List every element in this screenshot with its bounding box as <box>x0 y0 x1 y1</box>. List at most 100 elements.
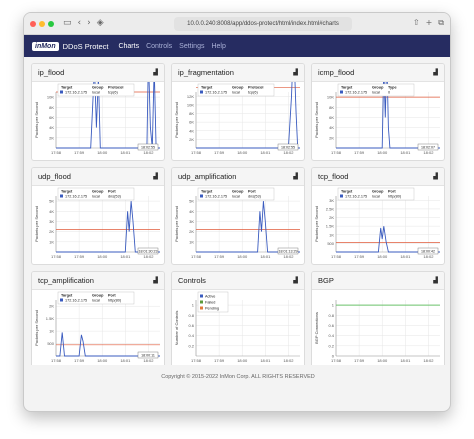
x-tick-label: 18:02 <box>423 150 434 155</box>
legend-header-group: Group <box>232 86 244 90</box>
panel-title: icmp_flood <box>318 68 355 77</box>
y-tick-label: 4K <box>329 125 334 130</box>
y-axis-label: Packets per Second <box>314 206 319 242</box>
panel-icmp-flood: icmp_flood ▟ 2K 4K 6K 8K 10K 17:58 17:59 18:00 18… <box>311 63 445 161</box>
tabs-icon[interactable]: ⧉ <box>438 18 444 27</box>
legend-extra-value: http(80) <box>108 299 122 303</box>
legend-swatch <box>340 194 343 198</box>
y-tick-label: 4K <box>189 209 194 214</box>
time-tooltip-box <box>137 351 159 359</box>
inmon-logo[interactable]: inMon <box>32 41 59 51</box>
signal-icon[interactable]: ▟ <box>433 173 438 180</box>
y-tick-label: 1 <box>192 303 195 308</box>
signal-icon[interactable]: ▟ <box>153 277 158 284</box>
y-tick-label: 4K <box>49 209 54 214</box>
y-tick-label: 6K <box>49 115 54 120</box>
y-tick-label: 3K <box>49 219 54 224</box>
time-tooltip-box <box>417 143 439 151</box>
sidebar-icon[interactable]: ▭ <box>63 18 72 28</box>
signal-icon[interactable]: ▟ <box>433 69 438 76</box>
share-icon[interactable]: ⇧ <box>412 18 420 27</box>
y-tick-label: 3K <box>329 198 334 203</box>
back-icon[interactable]: ‹ <box>77 18 82 28</box>
legend-header-extra: Port <box>388 190 396 194</box>
legend-target-value: 172.16.2.175 <box>65 91 87 95</box>
x-tick-label: 18:00 <box>237 254 248 259</box>
nav-controls[interactable]: Controls <box>146 42 173 50</box>
legend-header-extra: Port <box>108 190 116 194</box>
address-bar[interactable]: 10.0.0.240:8008/app/ddos-protect/html/in… <box>174 17 352 31</box>
legend-box <box>337 187 415 201</box>
panel-tcp-amplification: tcp_amplification ▟ 500 1K 1.5K 2K 17:58 17:59… <box>31 271 165 369</box>
legend-target-value: 172.16.2.175 <box>65 299 87 303</box>
signal-icon[interactable]: ▟ <box>293 69 298 76</box>
y-tick-label: 2K <box>49 135 54 140</box>
y-tick-label: 8K <box>329 105 334 110</box>
time-tooltip-box <box>137 143 159 151</box>
signal-icon[interactable]: ▟ <box>153 173 158 180</box>
browser-titlebar: ▭ ‹ › ◈ 10.0.0.240:8008/app/ddos-protect… <box>24 13 450 35</box>
y-tick-label: 12K <box>187 94 194 99</box>
legend-extra-value: tcp(6) <box>248 91 258 95</box>
x-tick-label: 17:59 <box>214 254 225 259</box>
x-tick-label: 18:00 <box>97 358 108 363</box>
legend-label: Pending <box>205 307 219 311</box>
forward-icon[interactable]: › <box>87 18 91 28</box>
x-tick-label: 17:59 <box>74 358 85 363</box>
app-title[interactable]: DDoS Protect <box>62 41 109 51</box>
x-tick-label: 17:58 <box>191 254 202 259</box>
legend-header-target: Target <box>61 190 73 194</box>
series-line <box>196 201 300 253</box>
x-tick-label: 18:01 <box>120 150 131 155</box>
x-tick-label: 17:59 <box>354 254 365 259</box>
new-tab-icon[interactable]: + <box>425 18 433 27</box>
legend-target-value: 172.16.2.175 <box>205 195 227 199</box>
legend-swatch <box>60 90 63 94</box>
chart-ip-fragmentation: 2K 4K 6K 8K 10K 12K 17:58 17:59 18:00 18:01 18:02 P… <box>174 82 300 155</box>
legend-box <box>57 187 135 201</box>
maximize-window-button[interactable] <box>48 20 54 27</box>
legend-header-group: Group <box>92 86 104 90</box>
x-tick-label: 17:58 <box>191 358 202 363</box>
minimize-window-button[interactable] <box>39 20 45 27</box>
x-tick-label: 18:00 <box>97 254 108 259</box>
signal-icon[interactable]: ▟ <box>433 277 438 284</box>
legend-target-value: 172.16.2.175 <box>205 91 227 95</box>
time-tooltip-box <box>277 143 299 151</box>
legend-group-value: local <box>92 299 100 303</box>
panel-tcp-flood: tcp_flood ▟ 500 1K 1.5K 2K 2.5K 3K 17:58 17:59 18… <box>311 167 445 265</box>
close-window-button[interactable] <box>30 20 36 27</box>
legend-extra-value: http(80) <box>388 195 402 199</box>
nav-help[interactable]: Help <box>211 42 226 50</box>
nav-settings[interactable]: Settings <box>179 42 205 50</box>
x-tick-label: 18:00 <box>377 358 388 363</box>
legend-swatch <box>200 306 203 310</box>
y-tick-label: 0.2 <box>328 343 334 348</box>
y-tick-label: 2.5K <box>326 206 335 211</box>
signal-icon[interactable]: ▟ <box>293 173 298 180</box>
copyright-text: Copyright © 2015-2022 InMon Corp. ALL RI… <box>161 374 315 380</box>
legend-header-target: Target <box>341 190 353 194</box>
panel-udp-amplification: udp_amplification ▟ 1K 2K 3K 4K 5K 17:58 17:59 1… <box>171 167 305 265</box>
y-tick-label: 5K <box>189 199 194 204</box>
signal-icon[interactable]: ▟ <box>293 277 298 284</box>
panel-title: ip_flood <box>38 68 65 77</box>
y-tick-label: 500 <box>47 341 54 346</box>
legend-header-group: Group <box>372 86 384 90</box>
shield-icon[interactable]: ◈ <box>96 18 104 28</box>
x-tick-label: 18:00 <box>377 150 388 155</box>
time-tooltip-label: 18:01:30:23 <box>139 250 158 254</box>
x-tick-label: 18:02 <box>143 254 154 259</box>
legend-box <box>57 291 135 305</box>
time-tooltip-label: 18:00:11 <box>141 354 155 358</box>
x-tick-label: 18:02 <box>283 358 294 363</box>
nav-charts[interactable]: Charts <box>118 42 140 50</box>
signal-icon[interactable]: ▟ <box>153 69 158 76</box>
y-axis-label: Number of Controls <box>174 311 179 346</box>
y-tick-label: 6K <box>329 115 334 120</box>
y-tick-label: 1K <box>189 239 194 244</box>
x-tick-label: 17:58 <box>331 150 342 155</box>
legend-swatch <box>60 194 63 198</box>
x-tick-label: 18:01 <box>260 358 271 363</box>
y-tick-label: 0.6 <box>188 323 194 328</box>
